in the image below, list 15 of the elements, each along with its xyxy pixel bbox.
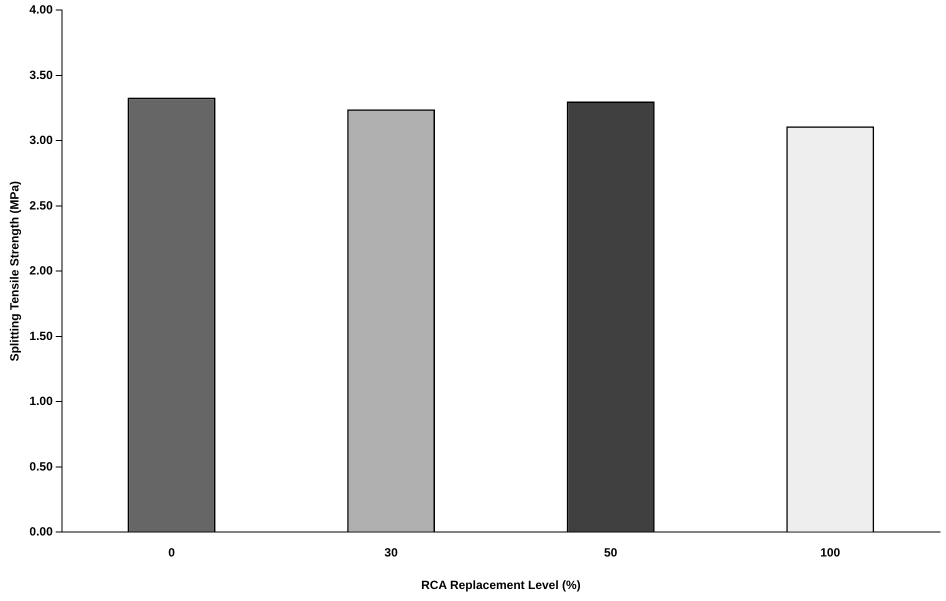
y-tick-label: 0.50 — [29, 459, 54, 474]
y-tick-label: 4.00 — [29, 2, 54, 17]
x-tick-label: 0 — [168, 546, 176, 560]
y-tick-label: 1.00 — [29, 394, 54, 408]
x-tick-label: 30 — [384, 546, 398, 560]
y-tick-label: 2.00 — [29, 264, 54, 278]
y-tick-label: 0.00 — [29, 524, 54, 539]
y-axis-title: Splitting Tensile Strength (MPa) — [8, 180, 22, 362]
y-tick-label: 1.50 — [29, 328, 54, 343]
y-tick-label: 3.00 — [29, 133, 54, 148]
y-tick-label: 3.50 — [29, 68, 54, 82]
x-tick-label: 50 — [604, 546, 618, 560]
x-axis-title: RCA Replacement Level (%) — [421, 578, 581, 592]
y-tick-label: 2.50 — [29, 198, 54, 212]
x-tick-label: 100 — [820, 546, 841, 560]
